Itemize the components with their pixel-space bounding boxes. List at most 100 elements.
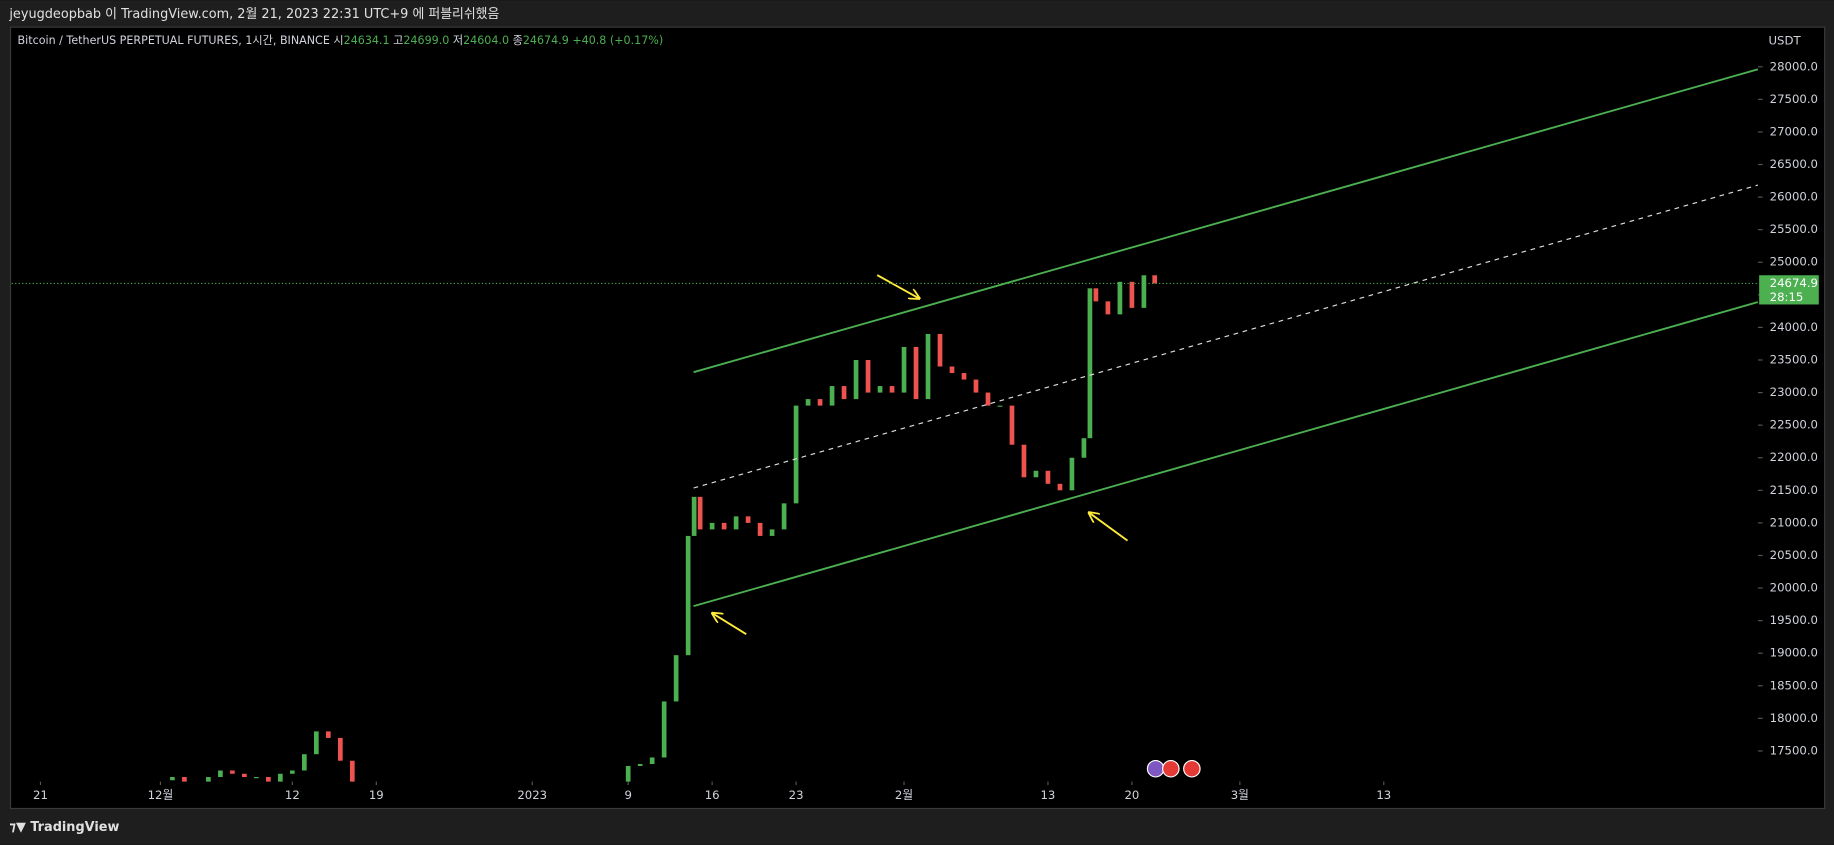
brand-name: TradingView	[30, 820, 119, 835]
candle	[230, 770, 235, 774]
candle	[877, 386, 883, 393]
brand[interactable]: ⁊▼ TradingView	[9, 820, 119, 835]
candle	[313, 731, 319, 755]
last-price-box	[1759, 275, 1819, 305]
event-icon[interactable]	[1146, 759, 1165, 778]
x-tick-label: 13	[1376, 788, 1391, 802]
candle	[1105, 301, 1111, 315]
x-tick-label: 20	[1124, 788, 1139, 802]
candle	[325, 731, 331, 738]
x-tick-label: 23	[789, 788, 804, 802]
y-tick-label: 25000.0	[1770, 255, 1818, 269]
y-tick-label: 23000.0	[1770, 385, 1818, 399]
y-tick-label: 27500.0	[1770, 92, 1818, 106]
y-tick-label: 23500.0	[1770, 352, 1818, 366]
event-icons	[1146, 759, 1201, 778]
candle	[278, 773, 283, 782]
candle	[302, 754, 307, 771]
candle	[1152, 275, 1158, 284]
candle	[853, 359, 859, 400]
candle	[949, 366, 955, 374]
countdown: 28:15	[1770, 290, 1804, 304]
arrow	[876, 274, 919, 298]
y-tick-label: 26500.0	[1770, 157, 1818, 171]
change: +40.8 (+0.17%)	[572, 34, 663, 47]
symbol-legend: Bitcoin / TetherUS PERPETUAL FUTURES, 1시…	[18, 34, 664, 47]
candle	[697, 496, 703, 530]
chart-panel	[9, 26, 1826, 810]
candle	[829, 386, 835, 406]
symbol: Bitcoin / TetherUS PERPETUAL FUTURES, 1시…	[18, 34, 330, 47]
candle	[242, 773, 247, 778]
candle	[745, 516, 751, 523]
candle	[805, 399, 811, 406]
candle	[781, 503, 787, 530]
arrow	[712, 613, 747, 636]
x-tick-label: 12월	[148, 788, 174, 802]
candle	[937, 333, 943, 367]
x-tick-label: 21	[33, 788, 48, 802]
event-icon[interactable]	[1183, 759, 1201, 778]
candle	[1033, 470, 1039, 478]
y-tick-label: 22500.0	[1770, 418, 1818, 432]
candle	[691, 496, 697, 536]
candle	[865, 359, 871, 393]
channel-lower	[693, 301, 1758, 608]
low: 24604.0	[463, 34, 509, 47]
candle	[817, 399, 823, 406]
x-tick-label: 9	[624, 788, 631, 802]
y-tick-label: 18000.0	[1770, 711, 1818, 725]
candle	[721, 522, 727, 530]
x-tick-label: 2월	[895, 788, 913, 802]
candle	[266, 777, 271, 782]
x-tick-label: 3월	[1231, 788, 1249, 802]
candle	[673, 655, 679, 702]
candle	[841, 386, 847, 400]
open: 24634.1	[344, 34, 390, 47]
candle	[793, 405, 799, 504]
candle	[1057, 483, 1063, 491]
candle	[1069, 457, 1075, 491]
candle	[1093, 288, 1099, 302]
candle	[254, 777, 259, 779]
y-tick-label: 25500.0	[1770, 222, 1818, 236]
publish-note: jeyugdeopbab 이 TradingView.com, 2월 21, 2…	[8, 6, 499, 22]
x-tick-label: 12	[285, 788, 300, 802]
candle	[997, 405, 1003, 407]
currency: USDT	[1769, 34, 1802, 48]
candle	[170, 777, 175, 781]
candle	[925, 333, 931, 400]
close-label: 종	[513, 34, 523, 47]
y-tick-label: 19000.0	[1770, 646, 1818, 660]
close: 24674.9	[523, 34, 569, 47]
high-label: 고	[393, 34, 403, 47]
y-tick-label: 24000.0	[1770, 320, 1818, 334]
candle	[290, 770, 295, 774]
candle	[1117, 281, 1123, 315]
candle	[1081, 438, 1087, 458]
candle	[901, 346, 907, 393]
candle	[889, 386, 895, 393]
y-tick-label: 20000.0	[1770, 581, 1818, 595]
candle	[349, 760, 355, 782]
candle	[1045, 470, 1051, 484]
candle	[685, 535, 691, 656]
candle	[985, 392, 991, 406]
candle	[218, 770, 223, 778]
y-tick-label: 26000.0	[1770, 190, 1818, 204]
candle	[1087, 288, 1093, 439]
y-tick-label: 28000.0	[1770, 59, 1818, 73]
candle	[649, 757, 655, 764]
candle	[1009, 405, 1015, 445]
x-tick-label: 2023	[517, 788, 547, 802]
x-tick-label: 16	[705, 788, 720, 802]
y-tick-label: 18500.0	[1770, 678, 1818, 692]
x-tick-label: 19	[369, 788, 384, 802]
candle	[973, 379, 979, 393]
event-icon[interactable]	[1162, 759, 1180, 778]
open-label: 시	[333, 34, 343, 47]
candle	[709, 522, 715, 530]
candle	[1141, 275, 1147, 308]
